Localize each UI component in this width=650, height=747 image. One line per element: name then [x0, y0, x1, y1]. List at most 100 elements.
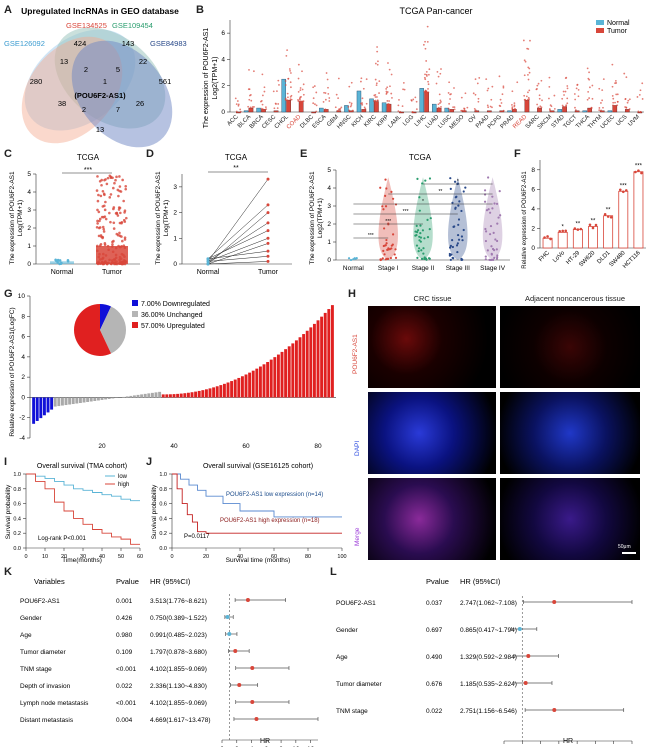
panel-b-ylabel: The expression of POU6F2-AS1: [203, 28, 210, 128]
hr-point: [250, 700, 255, 704]
tumor-point: [299, 98, 301, 101]
tumor-point: [299, 89, 302, 92]
tumor-point: [513, 102, 516, 105]
row-variable: Gender: [20, 615, 43, 622]
panel-letter-d: D: [146, 148, 154, 160]
tumor-point: [348, 101, 351, 104]
y-tick-label: 2: [221, 83, 225, 90]
tumor-point: [402, 81, 405, 84]
venn-count: 424: [74, 39, 87, 48]
stage-point: [484, 255, 487, 258]
bar-point: [558, 230, 562, 233]
normal-point: [206, 257, 210, 261]
tumor-point: [399, 110, 402, 113]
row-pvalue: <0.001: [116, 666, 136, 673]
tumor-point: [574, 98, 577, 101]
venn-set-label-2: GSE109454: [112, 21, 153, 30]
tumor-point: [541, 99, 543, 102]
y-tick-label: 4: [531, 206, 535, 213]
tumor-point: [261, 103, 264, 106]
row-pvalue: 0.109: [116, 649, 133, 656]
tumor-point: [566, 85, 569, 87]
bar: [93, 397, 97, 401]
panel-i-stat: Log-rank P<0.001: [38, 536, 87, 542]
stage-point: [464, 186, 467, 189]
y-tick-label: 4: [27, 189, 31, 196]
tumor-point: [101, 252, 105, 256]
tumor-point: [118, 231, 121, 235]
stage-point: [392, 233, 395, 236]
y-tick-label: -4: [19, 435, 25, 442]
normal-box: [507, 110, 512, 113]
normal-box: [281, 78, 286, 113]
normal-box: [243, 110, 249, 113]
x-tick-label: UCS: [615, 114, 628, 127]
tumor-box: [286, 99, 291, 113]
tumor-point: [440, 68, 442, 70]
tumor-point: [561, 104, 564, 107]
bar: [323, 312, 327, 398]
tumor-point: [266, 203, 270, 207]
tumor-point: [450, 93, 452, 95]
tumor-point: [299, 87, 302, 89]
panel-c-chart: TCGA *** The expression of POU6F2-AS1 Lo…: [9, 153, 140, 276]
bar: [176, 393, 180, 398]
tumor-point: [390, 73, 393, 76]
tumor-point: [523, 74, 526, 77]
tumor-point: [410, 99, 413, 102]
stage-point: [457, 238, 461, 241]
bar: [294, 340, 298, 398]
stage-point: [457, 218, 461, 221]
tumor-point: [103, 243, 107, 247]
y-tick-label: 1.0: [13, 472, 21, 478]
k-header-var: Variables: [34, 577, 65, 586]
tumor-point: [574, 106, 576, 109]
tumor-point: [452, 106, 454, 109]
pair-line: [207, 222, 269, 262]
tumor-point: [397, 104, 400, 107]
tumor-point: [499, 105, 502, 108]
tumor-point: [261, 94, 264, 97]
tumor-point: [124, 187, 128, 191]
tumor-point: [276, 90, 278, 93]
tumor-point: [266, 241, 270, 245]
stage-point: [490, 245, 493, 248]
panel-e-ylabel: The expression of POU6F2-AS1: [309, 171, 316, 265]
tumor-point: [302, 93, 305, 96]
tumor-point: [120, 262, 124, 266]
tumor-point: [297, 63, 300, 66]
tumor-point: [624, 106, 627, 108]
panel-h-col2: Adjacent noncancerous tissue: [524, 294, 626, 303]
tumor-point: [265, 108, 268, 111]
tumor-box: [474, 110, 480, 113]
tumor-point: [524, 98, 527, 101]
tumor-point: [538, 97, 541, 100]
stage-point: [490, 252, 493, 255]
tumor-point: [574, 109, 577, 111]
tumor-point: [548, 97, 550, 100]
bar-point: [621, 190, 625, 194]
tumor-point: [111, 245, 114, 248]
bar: [42, 397, 46, 416]
sig-label: **: [591, 218, 596, 224]
tumor-point: [97, 234, 101, 238]
normal-box: [607, 110, 613, 113]
tumor-point: [576, 84, 579, 86]
tumor-point: [501, 93, 504, 96]
bar: [158, 391, 162, 398]
tumor-point: [289, 81, 292, 84]
tumor-point: [516, 81, 519, 84]
row-pvalue: 0.037: [426, 600, 443, 607]
l-xlabel: HR: [563, 738, 573, 745]
stage-point: [383, 227, 386, 230]
stage-point: [449, 177, 452, 180]
stage-point: [499, 214, 502, 217]
stage-point: [485, 230, 488, 233]
tumor-point: [489, 105, 492, 108]
tumor-point: [637, 110, 640, 113]
y-tick-label: 2: [21, 374, 25, 381]
tumor-point: [108, 258, 111, 262]
sig-label: **: [576, 221, 581, 227]
stage-point: [454, 196, 457, 199]
tumor-point: [623, 72, 626, 75]
